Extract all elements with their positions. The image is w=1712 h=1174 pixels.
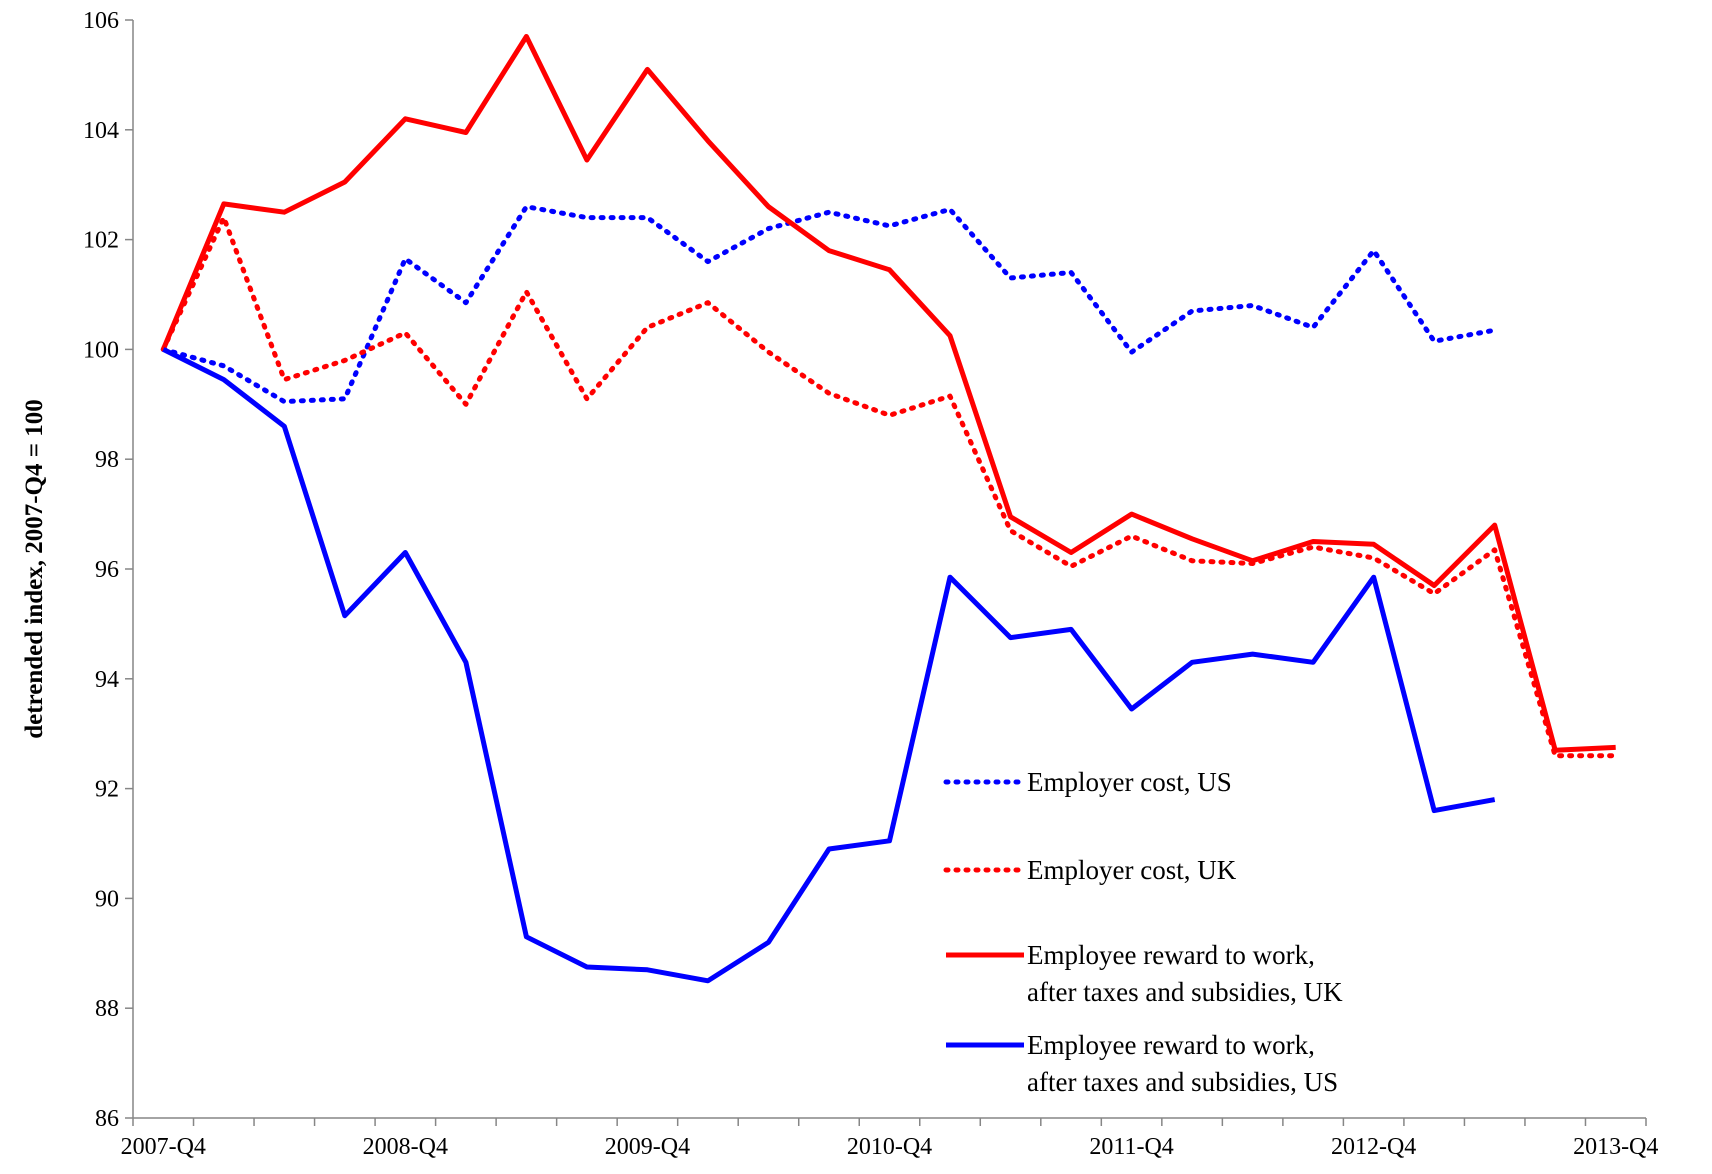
y-tick-label: 88: [95, 996, 119, 1022]
x-tick-label: 2013-Q4: [1573, 1134, 1658, 1160]
x-tick-label: 2009-Q4: [605, 1134, 690, 1160]
y-tick-label: 90: [95, 886, 119, 912]
y-tick-label: 98: [95, 447, 119, 473]
y-tick-label: 100: [83, 337, 119, 363]
series-line: [160, 204, 1498, 405]
series-line: [160, 34, 1616, 753]
x-tick-label: 2008-Q4: [363, 1134, 448, 1160]
y-tick-label: 94: [95, 667, 119, 693]
y-tick-label: 102: [83, 228, 119, 254]
x-tick-label: 2012-Q4: [1331, 1134, 1416, 1160]
x-tick-label: 2010-Q4: [847, 1134, 932, 1160]
legend-label: Employee reward to work, after taxes and …: [1027, 940, 1343, 1007]
y-axis-label: detrended index, 2007-Q4 = 100: [21, 399, 48, 739]
y-tick-label: 96: [95, 557, 119, 583]
y-tick-label: 86: [95, 1106, 119, 1132]
x-tick-label: 2007-Q4: [121, 1134, 206, 1160]
y-tick-label: 106: [83, 8, 119, 34]
legend-label: Employer cost, US: [1027, 767, 1232, 797]
legend-label: Employer cost, UK: [1027, 855, 1237, 885]
series-line: [160, 215, 1619, 759]
y-tick-label: 92: [95, 777, 119, 803]
series-line: [162, 347, 1496, 984]
x-tick-label: 2011-Q4: [1089, 1134, 1173, 1160]
legend-label: Employee reward to work, after taxes and …: [1027, 1030, 1338, 1097]
y-tick-label: 104: [83, 118, 119, 144]
